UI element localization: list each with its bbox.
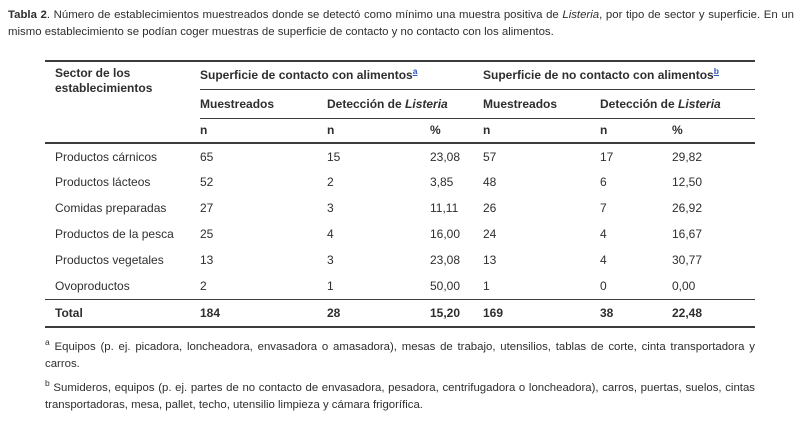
group-no-contact-label: Superficie de no contacto con alimentos [483,68,714,82]
cell-no-contact-n: 13 [483,253,497,267]
cell-contact-n: 52 [200,175,214,189]
col-header-deteccion-contact: Detección de Listeria [327,89,483,119]
total-no-contact-pct: 22,48 [672,298,755,328]
table-row: Productos vegetales 13 3 23,08 13 4 30,7… [45,247,755,273]
cell-contact-n: 25 [200,227,214,241]
total-contact-det: 28 [327,298,430,328]
header-group-row: Sector de los establecimientos Superfici… [45,61,755,144]
footnote-b-text: Sumideros, equipos (p. ej. partes de no … [45,381,755,411]
unit-pct-contact: % [430,118,483,144]
total-row: Total 184 28 15,20 169 38 22,48 [45,298,755,328]
total-contact-n: 184 [200,298,327,328]
cell-no-contact-det: 0 [600,278,607,293]
cell-no-contact-pct: 12,50 [672,175,703,189]
cell-no-contact-pct: 0,00 [672,278,696,293]
cell-no-contact-n: 26 [483,201,497,215]
cell-contact-det: 15 [327,149,341,164]
unit-n-no-contact-detected: n [600,118,672,144]
col-group-contact: Superficie de contacto con alimentosa [200,61,483,90]
cell-contact-pct: 3,85 [430,175,454,189]
footnotes: a Equipos (p. ej. picadora, loncheadora,… [45,334,755,416]
cell-no-contact-pct: 30,77 [672,253,703,267]
total-no-contact-n: 169 [483,298,600,328]
group-contact-label: Superficie de contacto con alimentos [200,68,413,82]
cell-sector: Productos de la pesca [55,227,174,241]
cell-contact-n: 65 [200,149,214,164]
cell-sector: Ovoproductos [55,278,130,293]
cell-contact-pct: 16,00 [430,227,461,241]
cell-contact-pct: 23,08 [430,149,461,164]
cell-contact-det: 1 [327,278,334,293]
footnote-a-marker: a [45,337,50,347]
deteccion-italic: Listeria [405,96,448,111]
cell-no-contact-pct: 26,92 [672,201,703,215]
cell-no-contact-det: 4 [600,253,607,267]
cell-contact-pct: 11,11 [430,201,459,215]
cell-sector: Productos vegetales [55,253,164,267]
table-row: Ovoproductos 2 1 50,00 1 0 0,00 [45,273,755,299]
total-no-contact-det: 38 [600,298,672,328]
header-sub-row: Muestreados Detección de Listeria Muestr… [45,89,755,119]
cell-contact-n: 13 [200,253,214,267]
caption-italic-listeria: Listeria [562,9,600,21]
cell-contact-pct: 23,08 [430,253,461,267]
cell-sector: Comidas preparadas [55,201,167,215]
footnote-a: a Equipos (p. ej. picadora, loncheadora,… [45,334,755,373]
cell-contact-det: 3 [327,201,334,215]
cell-no-contact-det: 7 [600,201,607,215]
caption-label: Tabla 2 [8,9,47,21]
col-header-sector: Sector de los establecimientos [45,61,200,144]
footnote-ref-a[interactable]: a [412,66,418,76]
col-header-deteccion-no-contact: Detección de Listeria [600,89,755,119]
caption-text-1: . Número de establecimientos muestreados… [46,9,563,21]
table-caption: Tabla 2. Número de establecimientos mues… [8,7,794,40]
cell-contact-det: 3 [327,253,334,267]
table-row: Productos de la pesca 25 4 16,00 24 4 16… [45,221,755,247]
footnote-a-text: Equipos (p. ej. picadora, loncheadora, e… [45,340,755,370]
cell-no-contact-det: 6 [600,175,607,189]
cell-contact-n: 27 [200,201,214,215]
cell-contact-det: 2 [327,175,334,189]
header-units-row: n n % n n % [45,118,755,144]
cell-contact-pct: 50,00 [430,278,461,293]
cell-contact-n: 2 [200,278,207,293]
col-group-no-contact: Superficie de no contacto con alimentosb [483,61,755,90]
cell-no-contact-n: 1 [483,278,490,293]
unit-n-contact-detected: n [327,118,430,144]
footnote-ref-b[interactable]: b [713,66,719,76]
cell-no-contact-pct: 29,82 [672,149,703,164]
table-row: Comidas preparadas 27 3 11,11 26 7 26,92 [45,195,755,221]
total-label: Total [45,298,200,328]
cell-no-contact-n: 57 [483,149,497,164]
cell-no-contact-n: 24 [483,227,497,241]
col-header-muestreados-no-contact: Muestreados [483,89,600,119]
footnote-b: b Sumideros, equipos (p. ej. partes de n… [45,375,755,414]
cell-contact-det: 4 [327,227,334,241]
cell-no-contact-n: 48 [483,175,497,189]
table-row: Productos lácteos 52 2 3,85 48 6 12,50 [45,169,755,195]
total-contact-pct: 15,20 [430,298,483,328]
deteccion-italic: Listeria [678,96,721,111]
cell-sector: Productos lácteos [55,175,151,189]
unit-n-no-contact-sampled: n [483,118,600,144]
cell-no-contact-pct: 16,67 [672,227,703,241]
footnote-b-marker: b [45,377,50,388]
cell-no-contact-det: 4 [600,227,607,241]
listeria-table: Sector de los establecimientos Superfici… [45,60,755,328]
col-header-muestreados-contact: Muestreados [200,89,327,119]
unit-n-contact-sampled: n [200,118,327,144]
table-row: Productos cárnicos 65 15 23,08 57 17 29,… [45,143,755,169]
unit-pct-no-contact: % [672,118,755,144]
cell-sector: Productos cárnicos [55,149,158,164]
deteccion-prefix: Detección de [600,96,679,111]
deteccion-prefix: Detección de [327,96,406,111]
caption-text-2: , por tipo de sector y superficie. En un… [8,9,794,38]
cell-no-contact-det: 17 [600,149,614,164]
